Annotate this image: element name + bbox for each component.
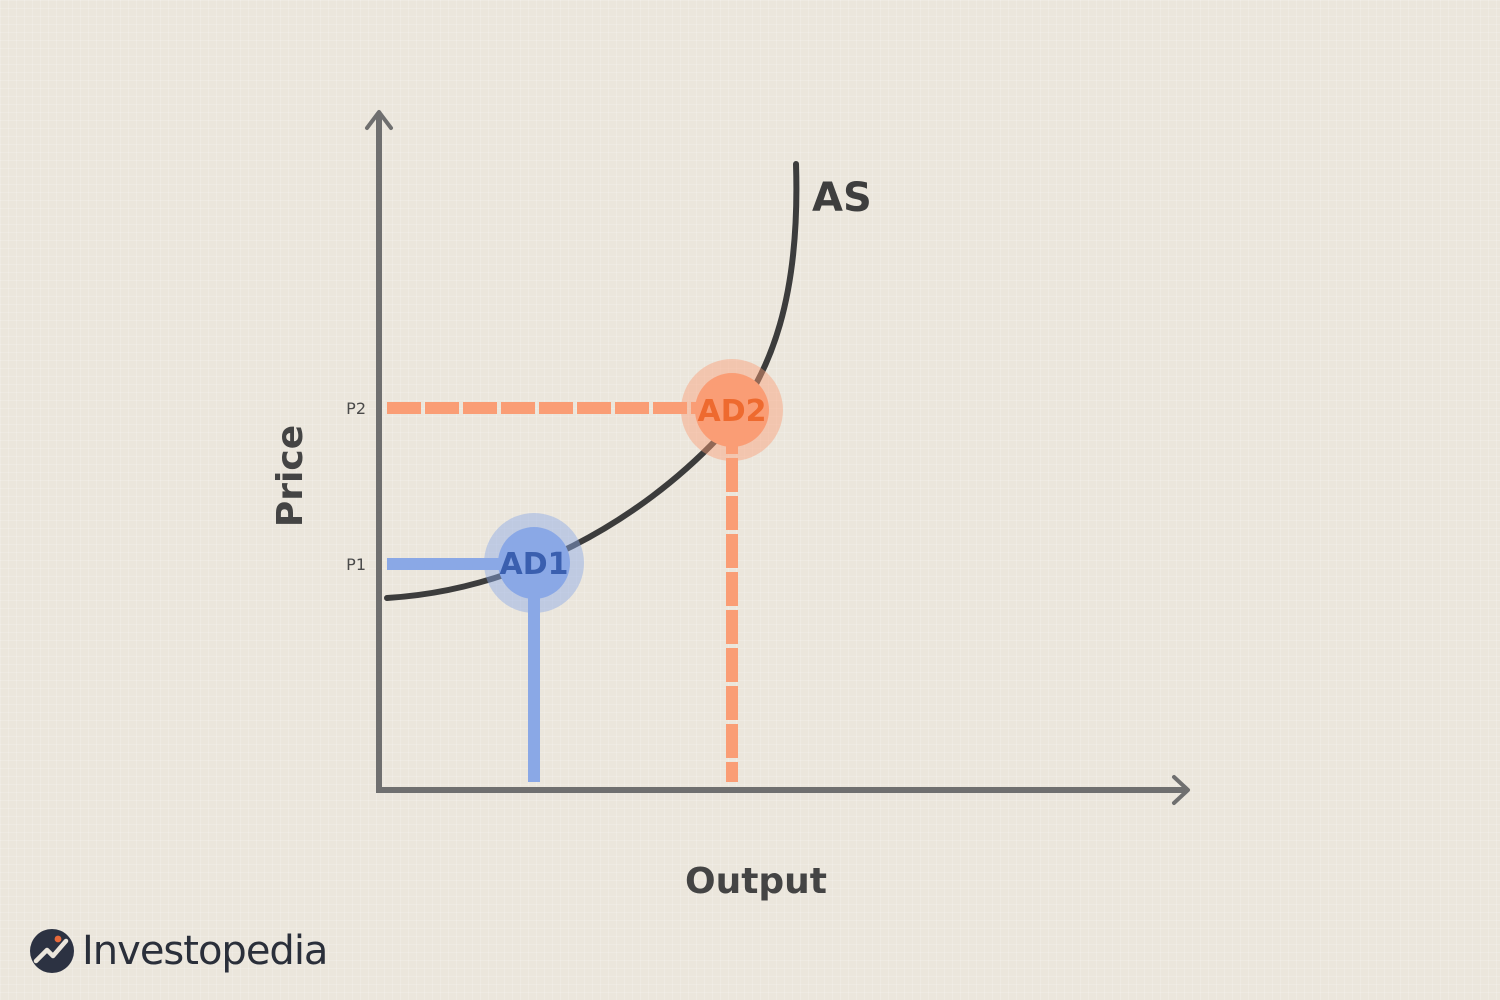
brand-name: Investopedia (82, 928, 328, 974)
as-curve-label: AS (812, 175, 872, 221)
investopedia-logo-icon (30, 929, 74, 973)
ad1-point: AD1 (484, 513, 584, 613)
brand-logo: Investopedia (28, 924, 328, 978)
p2-tick-label: P2 (346, 399, 366, 418)
x-axis-label: Output (685, 861, 827, 902)
y-axis-label: Price (270, 425, 311, 527)
ad2-point: AD2 (681, 359, 783, 461)
y-axis-arrow-icon (365, 110, 393, 130)
ad1-dot (498, 527, 570, 599)
ad2-label: AD2 (698, 394, 767, 429)
x-axis-arrow-icon (1172, 775, 1190, 805)
p1-tick-label: P1 (346, 555, 366, 574)
ad1-label: AD1 (500, 547, 569, 582)
ad2-dot (695, 373, 769, 447)
